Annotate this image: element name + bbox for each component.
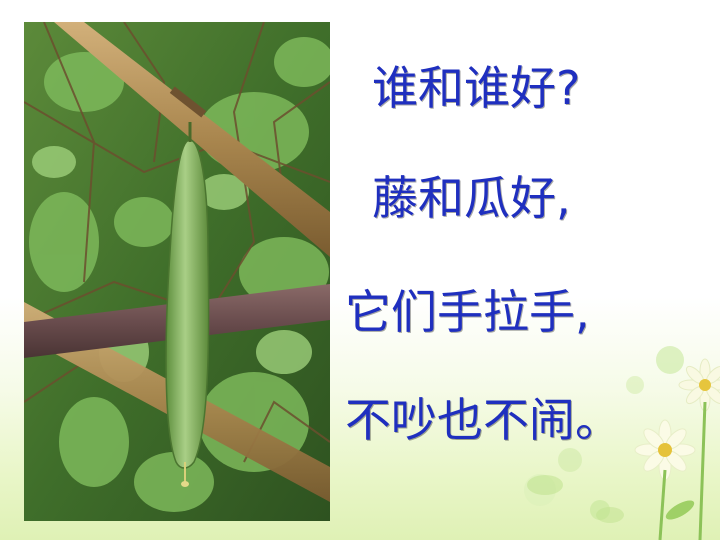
decorative-flowers [524, 346, 720, 540]
loofah-photo [24, 22, 330, 521]
poem-line-4: 不吵也不闹。 [345, 393, 621, 447]
poem-line-1: 谁和谁好? [372, 61, 581, 115]
poem-line-3: 它们手拉手, [345, 285, 590, 339]
poem-line-2: 藤和瓜好, [372, 171, 571, 225]
loofah-illustration [24, 22, 330, 521]
